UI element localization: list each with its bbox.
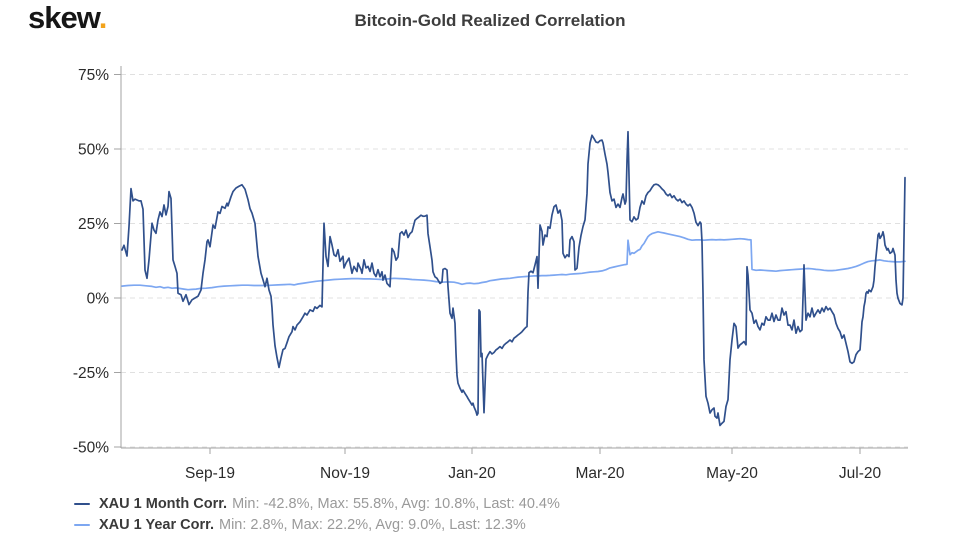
chart-title: Bitcoin-Gold Realized Correlation: [354, 11, 626, 30]
skew-logo: skew.: [28, 0, 108, 36]
legend-item-label: XAU 1 Month Corr.: [99, 495, 228, 512]
legend-item-stats: Min: 2.8%, Max: 22.2%, Avg: 9.0%, Last: …: [219, 516, 526, 533]
skew-logo-text: skew: [28, 0, 100, 35]
legend-item-label: XAU 1 Year Corr.: [99, 516, 214, 533]
y-tick-label: 50%: [78, 142, 109, 159]
legend-item-xau-1-year[interactable]: XAU 1 Year Corr. Min: 2.8%, Max: 22.2%, …: [74, 514, 560, 535]
x-tick-label: Sep-19: [185, 465, 235, 482]
legend-item-stats: Min: -42.8%, Max: 55.8%, Avg: 10.8%, Las…: [232, 495, 560, 512]
y-tick-label: 0%: [87, 291, 110, 308]
x-tick-label: Jul-20: [839, 465, 882, 482]
series-line-xau-1-month[interactable]: [121, 130, 906, 427]
x-tick-label: Nov-19: [320, 465, 370, 482]
y-tick-label: -50%: [73, 440, 109, 457]
x-tick-label: May-20: [706, 465, 758, 482]
y-tick-label: -25%: [73, 365, 109, 382]
chart-legend: XAU 1 Month Corr. Min: -42.8%, Max: 55.8…: [74, 493, 560, 535]
y-tick-label: 25%: [78, 216, 109, 233]
xau-1-month-line-swatch-icon: [74, 502, 90, 505]
x-tick-label: Jan-20: [448, 465, 496, 482]
x-tick-label: Mar-20: [575, 465, 624, 482]
skew-logo-dot-icon: .: [98, 0, 108, 35]
y-tick-label: 75%: [78, 67, 109, 84]
series-line-xau-1-year[interactable]: [121, 230, 906, 291]
xau-1-year-line-swatch-icon: [74, 523, 90, 526]
legend-item-xau-1-month[interactable]: XAU 1 Month Corr. Min: -42.8%, Max: 55.8…: [74, 493, 560, 514]
